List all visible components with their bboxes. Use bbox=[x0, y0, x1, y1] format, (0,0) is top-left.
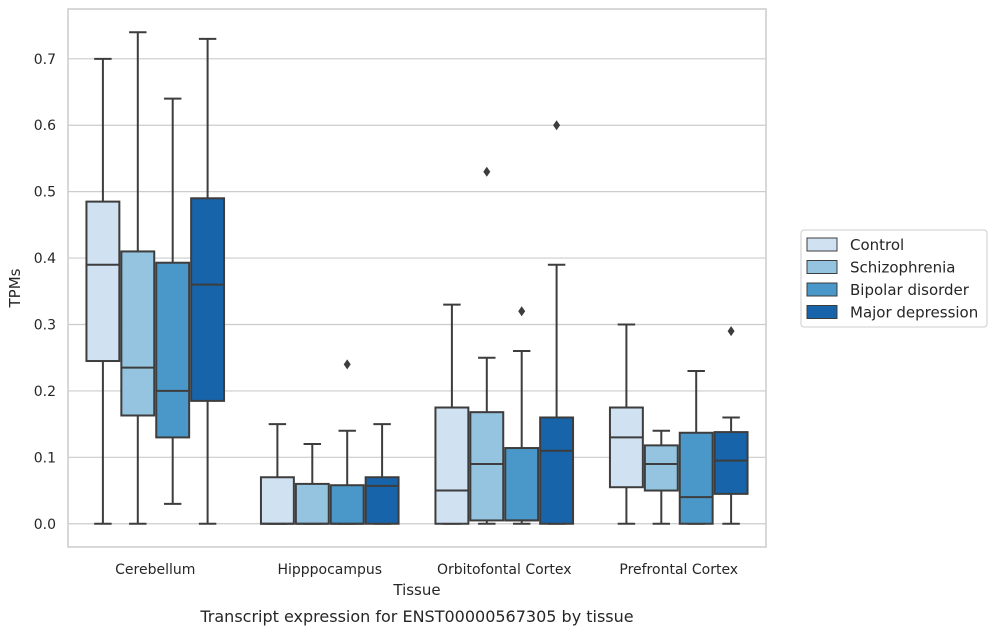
box-major-depression bbox=[190, 37, 226, 525]
y-tick-label: 0.4 bbox=[34, 251, 56, 267]
box-iqr bbox=[434, 406, 470, 525]
box-major-depression bbox=[539, 120, 575, 525]
outlier-point bbox=[518, 306, 526, 317]
box-schizophrenia bbox=[294, 443, 330, 525]
box-iqr bbox=[259, 476, 295, 525]
box-iqr bbox=[294, 482, 330, 525]
legend-swatch bbox=[806, 260, 838, 274]
box-iqr bbox=[469, 411, 505, 522]
box-iqr bbox=[608, 406, 644, 489]
y-tick-label: 0.6 bbox=[34, 118, 56, 134]
legend-label: Major depression bbox=[850, 304, 978, 322]
box-bipolar-disorder bbox=[329, 359, 365, 525]
box-iqr bbox=[643, 444, 679, 492]
box-bipolar-disorder bbox=[155, 97, 191, 505]
box-major-depression bbox=[713, 326, 749, 525]
x-tick-label: Prefrontal Cortex bbox=[619, 562, 738, 578]
y-axis-title: TPMs bbox=[6, 268, 24, 308]
x-tick-label: Hipppocampus bbox=[277, 562, 382, 578]
box-schizophrenia bbox=[469, 166, 505, 525]
box-iqr bbox=[364, 476, 400, 525]
box-major-depression bbox=[364, 423, 400, 525]
box-iqr bbox=[539, 416, 575, 525]
box-iqr bbox=[155, 261, 191, 439]
legend-label: Schizophrenia bbox=[850, 259, 955, 277]
x-tick-label: Orbitofontal Cortex bbox=[437, 562, 572, 578]
box-control bbox=[259, 423, 295, 525]
y-tick-label: 0.7 bbox=[34, 52, 56, 68]
y-tick-label: 0.2 bbox=[34, 384, 56, 400]
legend-swatch bbox=[806, 282, 838, 297]
y-tick-label: 0.3 bbox=[34, 317, 56, 333]
y-tick-label: 0.1 bbox=[34, 450, 56, 466]
box-iqr bbox=[120, 250, 156, 417]
box-iqr bbox=[329, 484, 365, 525]
box-iqr bbox=[713, 431, 749, 495]
legend-label: Bipolar disorder bbox=[850, 281, 970, 299]
y-axis-ticks: 0.0 0.1 0.2 0.3 0.4 0.5 0.6 0.7 bbox=[34, 52, 56, 533]
outlier-point bbox=[553, 120, 561, 131]
box-schizophrenia bbox=[120, 31, 156, 525]
box-schizophrenia bbox=[643, 429, 679, 525]
box-bipolar-disorder bbox=[678, 369, 714, 525]
box-iqr bbox=[85, 200, 121, 363]
box-iqr bbox=[190, 197, 226, 402]
legend: Control Schizophrenia Bipolar disorder Majo… bbox=[800, 229, 988, 328]
legend-frame bbox=[800, 229, 988, 328]
box-control bbox=[608, 323, 644, 525]
y-tick-label: 0.5 bbox=[34, 185, 56, 201]
plot-area-frame bbox=[67, 8, 767, 548]
box-iqr bbox=[678, 431, 714, 525]
x-axis-title: Tissue bbox=[392, 581, 440, 599]
box-control bbox=[434, 303, 470, 525]
y-tick-label: 0.0 bbox=[34, 517, 56, 533]
box-series bbox=[85, 31, 749, 525]
box-iqr bbox=[504, 447, 540, 522]
legend-swatch bbox=[806, 237, 838, 252]
box-control bbox=[85, 57, 121, 525]
outlier-point bbox=[727, 326, 735, 337]
x-tick-label: Cerebellum bbox=[115, 562, 195, 578]
figure-caption: Transcript expression for ENST0000056730… bbox=[199, 607, 633, 626]
outlier-point bbox=[483, 166, 491, 177]
outlier-point bbox=[343, 359, 351, 370]
box-bipolar-disorder bbox=[504, 306, 540, 525]
legend-swatch bbox=[806, 305, 838, 319]
x-axis-ticks: Cerebellum Hipppocampus Orbitofontal Corte… bbox=[115, 562, 738, 578]
legend-label: Control bbox=[850, 236, 904, 254]
